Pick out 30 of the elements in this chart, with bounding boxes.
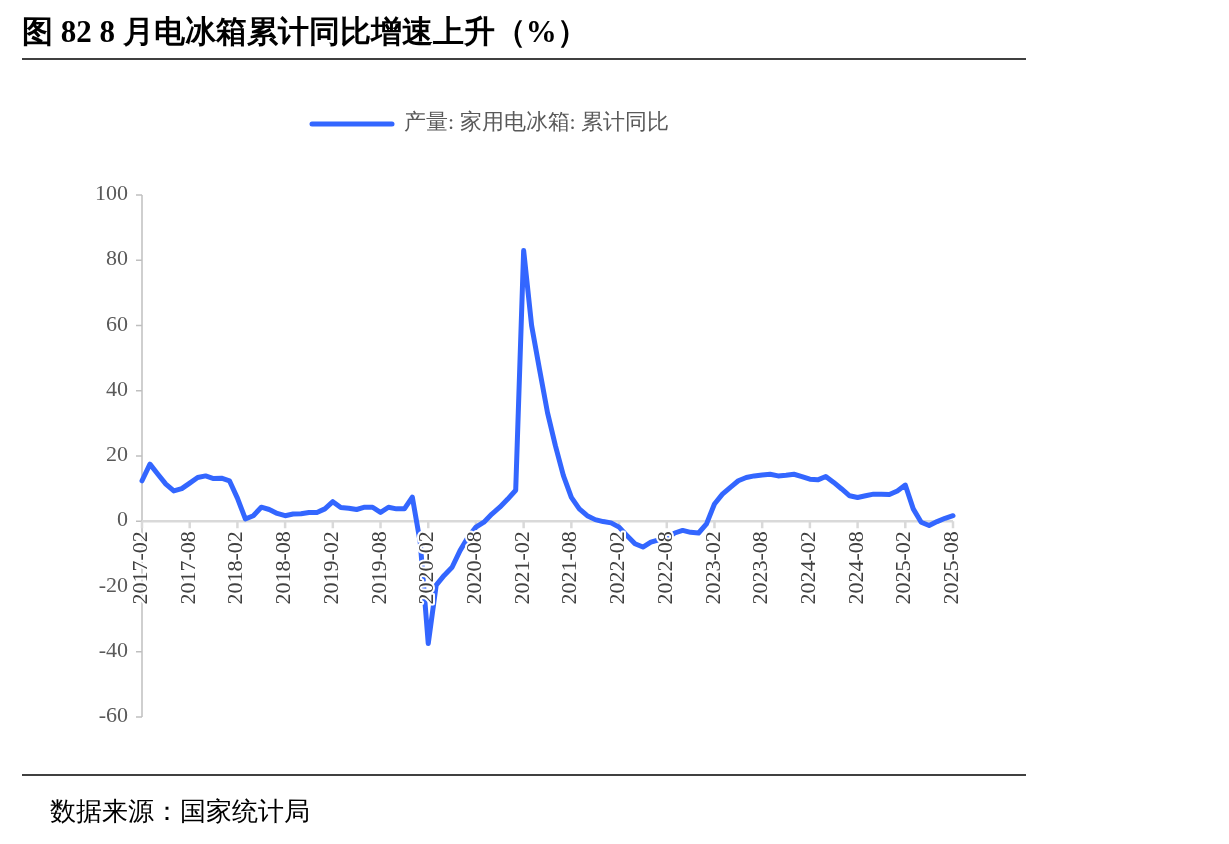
y-tick-label: 40 <box>106 375 128 401</box>
x-tick-label: 2019-08 <box>365 531 391 605</box>
chart-title: 图 82 8 月电冰箱累计同比增速上升（%） <box>22 14 588 49</box>
source-note: 数据来源：国家统计局 <box>50 797 310 826</box>
x-tick-label: 2025-02 <box>890 531 916 605</box>
y-tick-label: 20 <box>106 441 128 467</box>
legend-label: 产量: 家用电冰箱: 累计同比 <box>404 109 670 135</box>
x-tick-label: 2024-02 <box>794 531 820 605</box>
x-tick-label: 2020-02 <box>413 531 439 605</box>
x-tick-label: 2023-08 <box>747 531 773 605</box>
x-tick-label: 2019-02 <box>317 531 343 605</box>
y-tick-label: -20 <box>98 571 128 597</box>
y-tick-label: -60 <box>98 702 128 728</box>
y-tick-label: -40 <box>98 636 128 662</box>
y-tick-label: 0 <box>117 506 128 532</box>
x-tick-label: 2023-02 <box>699 531 725 605</box>
x-tick-label: 2024-08 <box>842 531 868 605</box>
x-tick-label: 2021-02 <box>508 531 534 605</box>
y-tick-label: 100 <box>95 180 128 206</box>
x-tick-label: 2022-08 <box>651 531 677 605</box>
x-tick-label: 2017-02 <box>127 531 153 605</box>
x-tick-label: 2018-08 <box>270 531 296 605</box>
x-tick-label: 2022-02 <box>604 531 630 605</box>
y-tick-label: 60 <box>106 310 128 336</box>
x-tick-label: 2018-02 <box>222 531 248 605</box>
y-tick-label: 80 <box>106 245 128 271</box>
x-tick-label: 2017-08 <box>174 531 200 605</box>
x-tick-label: 2025-08 <box>938 531 964 605</box>
x-tick-label: 2020-08 <box>460 531 486 605</box>
x-tick-label: 2021-08 <box>556 531 582 605</box>
